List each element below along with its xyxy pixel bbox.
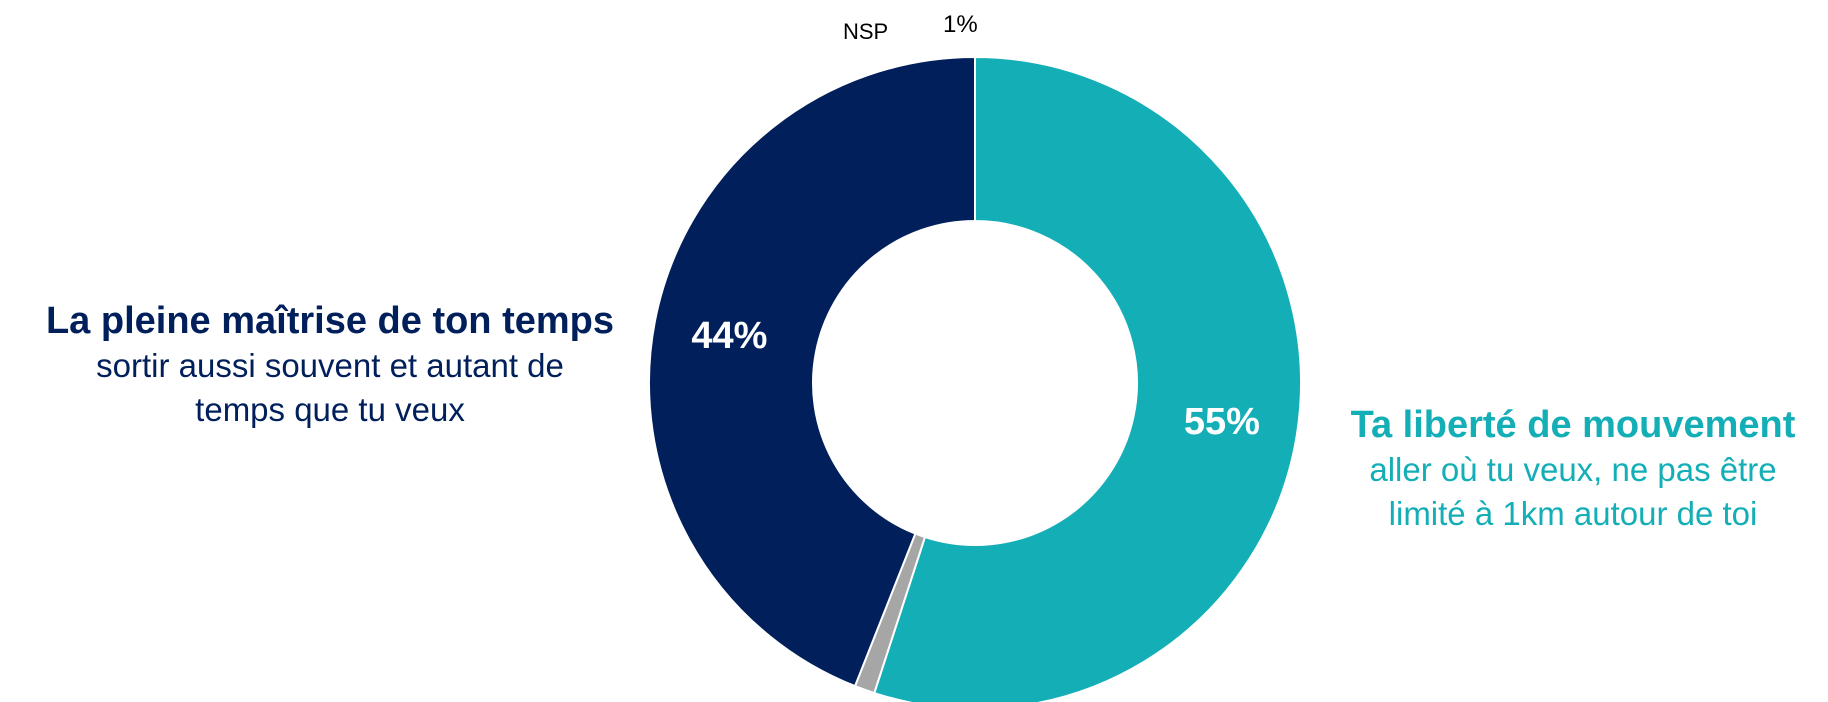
legend-desc-mouvement-line1: aller où tu veux, ne pas être: [1369, 451, 1777, 488]
slice-mouvement: [872, 55, 1302, 702]
legend-title-mouvement: Ta liberté de mouvement: [1350, 404, 1796, 446]
slice-temps: [648, 55, 976, 688]
slice-label-nsp: NSP: [843, 19, 889, 44]
legend-desc-temps-line1: sortir aussi souvent et autant de: [96, 347, 564, 384]
slice-value-label-nsp: 1%: [943, 11, 978, 38]
legend-desc-mouvement-line2: limité à 1km autour de toi: [1388, 495, 1758, 532]
legend-block-temps: La pleine maîtrise de ton temps sortir a…: [0, 298, 660, 432]
slice-value-label-mouvement: 55%: [1184, 401, 1260, 443]
legend-title-temps: La pleine maîtrise de ton temps: [45, 300, 615, 342]
slice-value-label-temps: 44%: [691, 315, 767, 357]
legend-block-mouvement: Ta liberté de mouvement aller où tu veux…: [1318, 402, 1828, 536]
legend-desc-temps-line2: temps que tu veux: [195, 391, 465, 428]
